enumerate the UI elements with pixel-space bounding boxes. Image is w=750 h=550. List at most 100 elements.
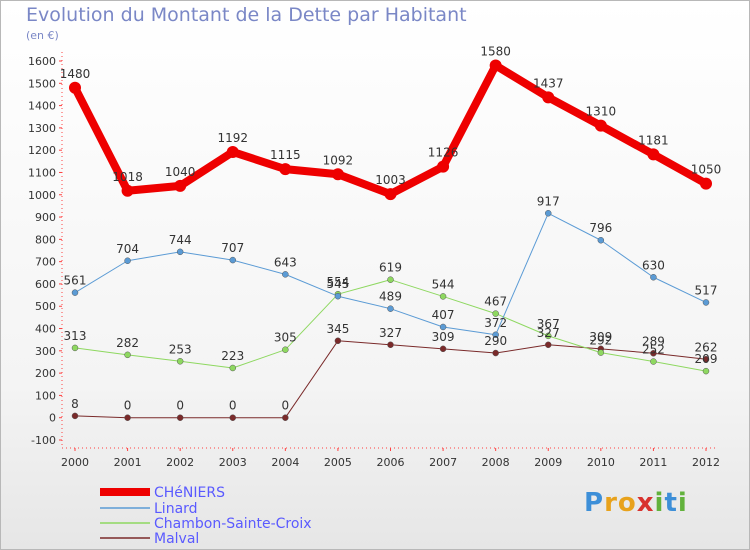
- data-point: [334, 337, 342, 345]
- data-label: 707: [221, 241, 244, 255]
- data-label: 1003: [375, 173, 406, 187]
- x-tick-label: 2010: [587, 456, 615, 469]
- data-point: [439, 293, 447, 300]
- data-label: 305: [274, 331, 297, 345]
- data-point: [229, 256, 236, 264]
- y-tick-label: 1300: [28, 122, 56, 135]
- data-label: 313: [64, 329, 87, 343]
- data-point: [176, 414, 184, 421]
- axes: -100010020030040050060070080090010001100…: [28, 52, 720, 469]
- data-label: 917: [537, 194, 560, 208]
- data-label: 630: [642, 258, 665, 272]
- data-point: [702, 356, 710, 363]
- chart-subtitle: (en €): [26, 29, 59, 42]
- data-point: [69, 81, 81, 94]
- data-label: 544: [432, 277, 455, 291]
- data-label: 561: [64, 274, 87, 288]
- legend-label: Malval: [154, 531, 199, 547]
- data-point: [700, 177, 712, 190]
- y-tick-label: 0: [49, 412, 56, 425]
- legend-label: CHéNIERS: [154, 485, 225, 501]
- legend-label: Chambon-Sainte-Croix: [154, 516, 312, 532]
- data-point: [124, 257, 131, 265]
- data-label: 1192: [217, 131, 248, 145]
- data-point: [489, 59, 502, 72]
- data-point: [647, 148, 660, 161]
- logo-letter: t: [664, 488, 678, 518]
- data-label: 289: [642, 334, 665, 348]
- legend-label: Linard: [154, 501, 198, 517]
- data-point: [282, 414, 289, 421]
- x-tick-label: 2008: [482, 456, 510, 469]
- x-tick-label: 2011: [639, 456, 667, 469]
- data-labels: 8 0 0 0 0 345 327 309 290 327 309 289 262 313 282 253 22…: [60, 44, 722, 412]
- data-point: [437, 160, 450, 173]
- data-point: [545, 341, 552, 349]
- logo-letter: i: [677, 488, 688, 518]
- data-point: [492, 310, 499, 317]
- logo-letter: o: [617, 488, 637, 518]
- y-tick-label: 1100: [28, 166, 56, 179]
- data-label: 1126: [428, 146, 459, 160]
- data-point: [282, 271, 289, 278]
- data-label: 744: [169, 233, 192, 247]
- data-point: [334, 292, 342, 300]
- x-tick-label: 2007: [429, 456, 457, 469]
- data-point: [492, 349, 499, 357]
- data-label: 372: [484, 316, 507, 330]
- data-point: [124, 351, 131, 359]
- data-point: [176, 248, 184, 256]
- chart-title: Evolution du Montant de la Dette par Hab…: [26, 4, 467, 26]
- logo-letter: i: [654, 488, 665, 518]
- data-point: [229, 414, 236, 421]
- data-label: 292: [589, 334, 612, 348]
- data-point: [384, 188, 397, 201]
- data-label: 309: [589, 330, 612, 344]
- data-point: [594, 119, 607, 132]
- data-label: 290: [484, 334, 507, 348]
- data-label: 619: [379, 261, 402, 275]
- data-label: 1437: [533, 76, 564, 90]
- y-tick-label: 100: [35, 389, 56, 402]
- data-point: [174, 179, 187, 192]
- data-label: 253: [169, 342, 192, 356]
- data-label: 345: [326, 322, 349, 336]
- data-point: [226, 145, 239, 158]
- data-label: 0: [229, 399, 237, 413]
- data-point: [279, 163, 292, 176]
- x-tick-label: 2002: [166, 456, 194, 469]
- data-label: 1580: [480, 44, 511, 58]
- data-label: 545: [326, 277, 349, 291]
- data-point: [282, 346, 289, 353]
- data-point: [492, 331, 499, 339]
- data-label: 1115: [270, 148, 301, 162]
- data-label: 407: [432, 308, 455, 322]
- data-point: [542, 91, 555, 104]
- data-label: 367: [537, 317, 560, 331]
- x-tick-label: 2009: [534, 456, 562, 469]
- data-point: [597, 349, 605, 356]
- x-tick-label: 2006: [377, 456, 405, 469]
- data-label: 309: [432, 330, 455, 344]
- y-tick-label: 1600: [28, 55, 56, 68]
- data-label: 282: [116, 336, 139, 350]
- x-tick-label: 2004: [271, 456, 299, 469]
- data-point: [439, 345, 447, 353]
- data-point: [121, 184, 134, 197]
- data-point: [702, 299, 710, 306]
- data-label: 0: [176, 399, 184, 413]
- data-point: [71, 412, 79, 420]
- logo-letter: r: [604, 488, 618, 518]
- data-label: 1310: [586, 105, 617, 119]
- y-tick-label: -100: [31, 434, 56, 447]
- x-tick-label: 2003: [219, 456, 247, 469]
- y-tick-label: 700: [35, 256, 56, 269]
- y-tick-label: 400: [35, 323, 56, 336]
- data-point: [702, 367, 710, 375]
- data-label: 1181: [638, 133, 669, 147]
- data-point: [331, 168, 344, 181]
- x-tick-label: 2000: [61, 456, 89, 469]
